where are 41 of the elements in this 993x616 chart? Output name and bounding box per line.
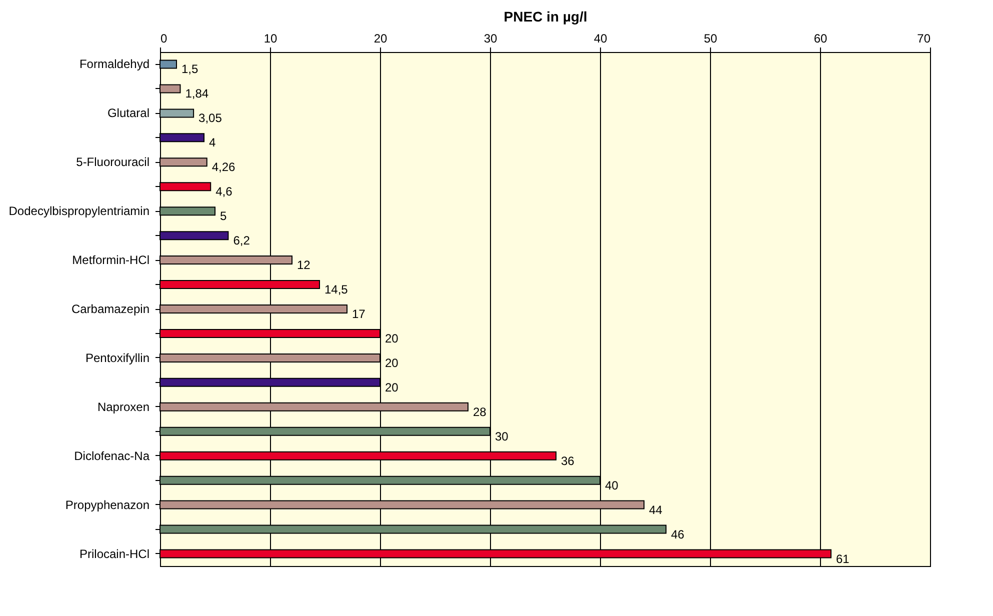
data-label: 14,5 xyxy=(324,282,348,297)
y-tick-label: Glutaral xyxy=(107,106,150,120)
data-label: 1,84 xyxy=(185,86,209,101)
y-tick-label: Pentoxifyllin xyxy=(85,350,150,365)
x-tick-label: 50 xyxy=(704,32,718,46)
data-label: 1,5 xyxy=(182,62,199,76)
data-label: 20 xyxy=(385,356,399,370)
y-tick-label: Propyphenazon xyxy=(65,498,150,512)
data-label: 36 xyxy=(561,454,575,468)
x-axis-title: PNEC in µg/l xyxy=(504,8,588,24)
y-tick-label: Diclofenac-Na xyxy=(74,448,150,463)
data-label: 61 xyxy=(836,552,850,566)
x-tick-label: 40 xyxy=(594,32,608,46)
data-label: 30 xyxy=(495,429,509,444)
data-label: 20 xyxy=(385,380,399,394)
y-tick-label: Dodecylbispropylentriamin xyxy=(8,204,150,218)
y-tick-label: 5-Fluorouracil xyxy=(76,155,150,170)
data-label: 20 xyxy=(385,331,399,346)
y-tick-label: Formaldehyd xyxy=(79,57,150,72)
data-label: 5 xyxy=(220,209,227,224)
x-tick-label: 30 xyxy=(484,32,498,46)
data-label: 12 xyxy=(297,258,311,272)
data-label: 4,6 xyxy=(216,184,233,199)
data-label: 40 xyxy=(605,478,619,492)
data-label: 6,2 xyxy=(233,234,250,248)
data-label: 46 xyxy=(671,527,685,542)
x-tick-label: 70 xyxy=(917,32,931,46)
data-label: 4,26 xyxy=(212,160,236,174)
x-tick-label: 20 xyxy=(374,32,388,46)
data-label: 28 xyxy=(473,404,487,419)
data-label: 44 xyxy=(649,502,663,517)
y-tick-label: Metformin-HCl xyxy=(72,253,150,268)
data-label: 17 xyxy=(352,307,366,321)
x-tick-label: 0 xyxy=(160,32,168,46)
y-tick-label: Prilocain-HCl xyxy=(79,546,150,561)
x-tick-label: 10 xyxy=(264,32,278,46)
y-tick-label: Carbamazepin xyxy=(71,302,150,316)
y-tick-label: Naproxen xyxy=(97,400,150,414)
data-label: 4 xyxy=(209,136,216,150)
x-tick-label: 60 xyxy=(814,32,828,46)
data-label: 3,05 xyxy=(198,111,222,126)
